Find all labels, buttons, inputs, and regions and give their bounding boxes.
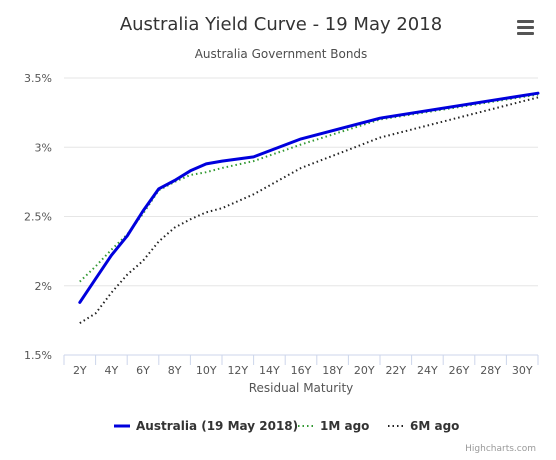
x-tick-label: 12Y <box>227 364 248 377</box>
legend-item-2[interactable]: 6M ago <box>388 419 459 433</box>
x-tick-label: 28Y <box>480 364 501 377</box>
x-tick-label: 4Y <box>105 364 119 377</box>
hamburger-menu-icon[interactable] <box>512 14 540 40</box>
y-tick-label: 3% <box>35 141 52 154</box>
x-tick-label: 20Y <box>354 364 375 377</box>
highcharts-credits[interactable]: Highcharts.com <box>465 444 536 454</box>
y-tick-label: 2% <box>35 280 52 293</box>
x-axis: 2Y 4Y 6Y 8Y 10Y 12Y 14Y 16Y 18Y 20Y 22Y 24Y 26Y 28Y 30… <box>63 354 539 377</box>
x-axis-title: Residual Maturity <box>249 381 354 395</box>
series-line-0[interactable] <box>78 91 540 304</box>
legend: Australia (19 May 2018) 1M ago 6M ago <box>114 419 459 433</box>
legend-label: Australia (19 May 2018) <box>136 419 298 433</box>
legend-item-0[interactable]: Australia (19 May 2018) <box>114 419 298 433</box>
series-line-2[interactable] <box>79 96 539 324</box>
legend-label: 6M ago <box>410 419 459 433</box>
y-tick-label: 1.5% <box>24 349 52 362</box>
x-tick-label: 10Y <box>196 364 217 377</box>
x-tick-label: 30Y <box>512 364 533 377</box>
y-tick-label: 3.5% <box>24 72 52 85</box>
x-tick-label: 14Y <box>259 364 280 377</box>
legend-label: 1M ago <box>320 419 369 433</box>
x-tick-label: 8Y <box>168 364 182 377</box>
chart-subtitle: Australia Government Bonds <box>195 47 368 61</box>
x-tick-label: 2Y <box>73 364 87 377</box>
legend-item-1[interactable]: 1M ago <box>298 419 369 433</box>
x-tick-label: 16Y <box>291 364 312 377</box>
series-lines <box>78 91 540 324</box>
x-tick-label: 24Y <box>417 364 438 377</box>
x-tick-label: 18Y <box>322 364 343 377</box>
y-axis-tick-labels: 1.5% 2% 2.5% 3% 3.5% <box>24 72 52 362</box>
x-tick-label: 26Y <box>449 364 470 377</box>
x-tick-label: 6Y <box>136 364 150 377</box>
x-tick-label: 22Y <box>385 364 406 377</box>
chart-title: Australia Yield Curve - 19 May 2018 <box>120 14 442 35</box>
y-tick-label: 2.5% <box>24 211 52 224</box>
